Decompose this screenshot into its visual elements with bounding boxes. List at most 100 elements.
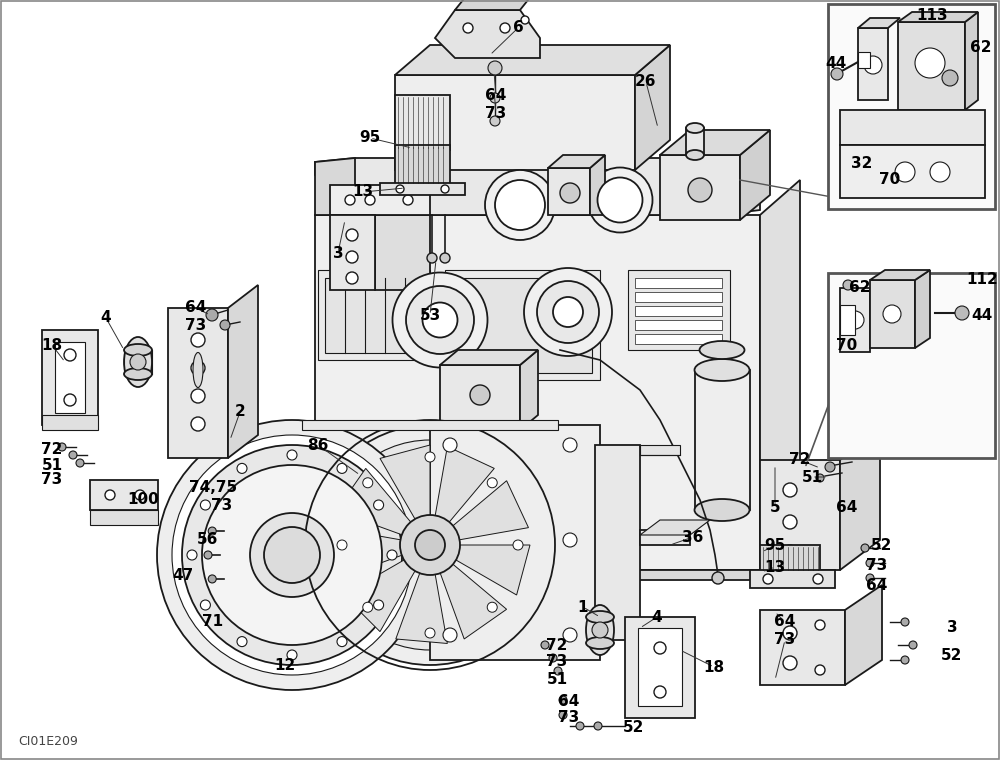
Text: 36: 36 <box>682 530 704 544</box>
Circle shape <box>866 559 874 567</box>
Circle shape <box>815 620 825 630</box>
Ellipse shape <box>586 611 614 623</box>
Circle shape <box>549 654 557 662</box>
Polygon shape <box>440 350 538 365</box>
Polygon shape <box>638 628 682 706</box>
Polygon shape <box>395 95 450 150</box>
Circle shape <box>490 116 500 126</box>
Circle shape <box>157 420 427 690</box>
Polygon shape <box>330 185 430 215</box>
Text: 73: 73 <box>41 473 63 487</box>
Circle shape <box>763 574 773 584</box>
Circle shape <box>443 533 457 547</box>
Circle shape <box>187 550 197 560</box>
Polygon shape <box>635 278 722 288</box>
Circle shape <box>200 500 210 510</box>
Polygon shape <box>640 630 680 640</box>
Circle shape <box>864 56 882 74</box>
Polygon shape <box>315 158 355 215</box>
Circle shape <box>202 465 382 645</box>
Text: 51: 51 <box>41 458 63 473</box>
Polygon shape <box>395 75 635 170</box>
Text: 5: 5 <box>770 499 780 515</box>
Polygon shape <box>228 285 258 458</box>
Circle shape <box>541 641 549 649</box>
Ellipse shape <box>495 180 545 230</box>
Text: 64: 64 <box>185 300 207 315</box>
Polygon shape <box>90 510 158 525</box>
Circle shape <box>206 309 218 321</box>
Circle shape <box>443 628 457 642</box>
Circle shape <box>365 195 375 205</box>
Polygon shape <box>380 445 430 519</box>
Circle shape <box>337 540 347 550</box>
Text: 52: 52 <box>623 720 645 736</box>
Polygon shape <box>453 481 528 540</box>
Circle shape <box>559 711 567 719</box>
Circle shape <box>866 574 874 582</box>
Polygon shape <box>315 535 800 580</box>
Text: 86: 86 <box>307 438 329 452</box>
Ellipse shape <box>124 368 152 380</box>
Text: 26: 26 <box>635 74 657 90</box>
Circle shape <box>346 272 358 284</box>
Polygon shape <box>915 270 930 348</box>
Text: 53: 53 <box>419 308 441 322</box>
Ellipse shape <box>406 286 474 354</box>
Circle shape <box>861 544 869 552</box>
Polygon shape <box>625 617 695 718</box>
Circle shape <box>487 478 497 488</box>
Circle shape <box>337 637 347 647</box>
Ellipse shape <box>553 297 583 327</box>
Ellipse shape <box>485 170 555 240</box>
Text: 73: 73 <box>866 558 888 572</box>
Circle shape <box>208 575 216 583</box>
Circle shape <box>374 500 384 510</box>
Text: 2: 2 <box>235 404 245 420</box>
Circle shape <box>374 600 384 610</box>
Circle shape <box>592 622 608 638</box>
Text: 62: 62 <box>970 40 992 55</box>
Text: 72: 72 <box>546 638 568 653</box>
Circle shape <box>64 349 76 361</box>
Polygon shape <box>302 420 558 430</box>
Polygon shape <box>965 12 978 110</box>
Circle shape <box>559 696 567 704</box>
Text: 18: 18 <box>703 660 725 675</box>
Circle shape <box>130 354 146 370</box>
Circle shape <box>930 162 950 182</box>
Circle shape <box>76 459 84 467</box>
Text: 51: 51 <box>801 470 823 485</box>
Text: 95: 95 <box>764 537 786 553</box>
Circle shape <box>237 637 247 647</box>
Text: CI01E209: CI01E209 <box>18 735 78 748</box>
Circle shape <box>58 443 66 451</box>
Polygon shape <box>590 155 605 215</box>
Circle shape <box>487 602 497 613</box>
Polygon shape <box>440 365 520 430</box>
Text: 95: 95 <box>359 131 381 145</box>
Circle shape <box>172 435 412 675</box>
Polygon shape <box>635 334 722 344</box>
Circle shape <box>521 16 529 24</box>
Circle shape <box>783 545 797 559</box>
Polygon shape <box>315 215 760 570</box>
Circle shape <box>363 478 373 488</box>
Polygon shape <box>635 320 722 330</box>
Circle shape <box>345 195 355 205</box>
Text: 47: 47 <box>172 568 194 582</box>
Text: 6: 6 <box>513 21 523 36</box>
Circle shape <box>470 385 490 405</box>
Circle shape <box>783 483 797 497</box>
Text: 71: 71 <box>202 615 224 629</box>
Bar <box>828 4 995 209</box>
Text: 12: 12 <box>274 657 296 673</box>
Ellipse shape <box>124 337 152 387</box>
Circle shape <box>346 229 358 241</box>
Polygon shape <box>90 480 158 510</box>
Circle shape <box>191 361 205 375</box>
Polygon shape <box>845 585 882 685</box>
Text: 56: 56 <box>197 533 219 547</box>
Circle shape <box>594 722 602 730</box>
Text: 74,75: 74,75 <box>189 480 237 495</box>
